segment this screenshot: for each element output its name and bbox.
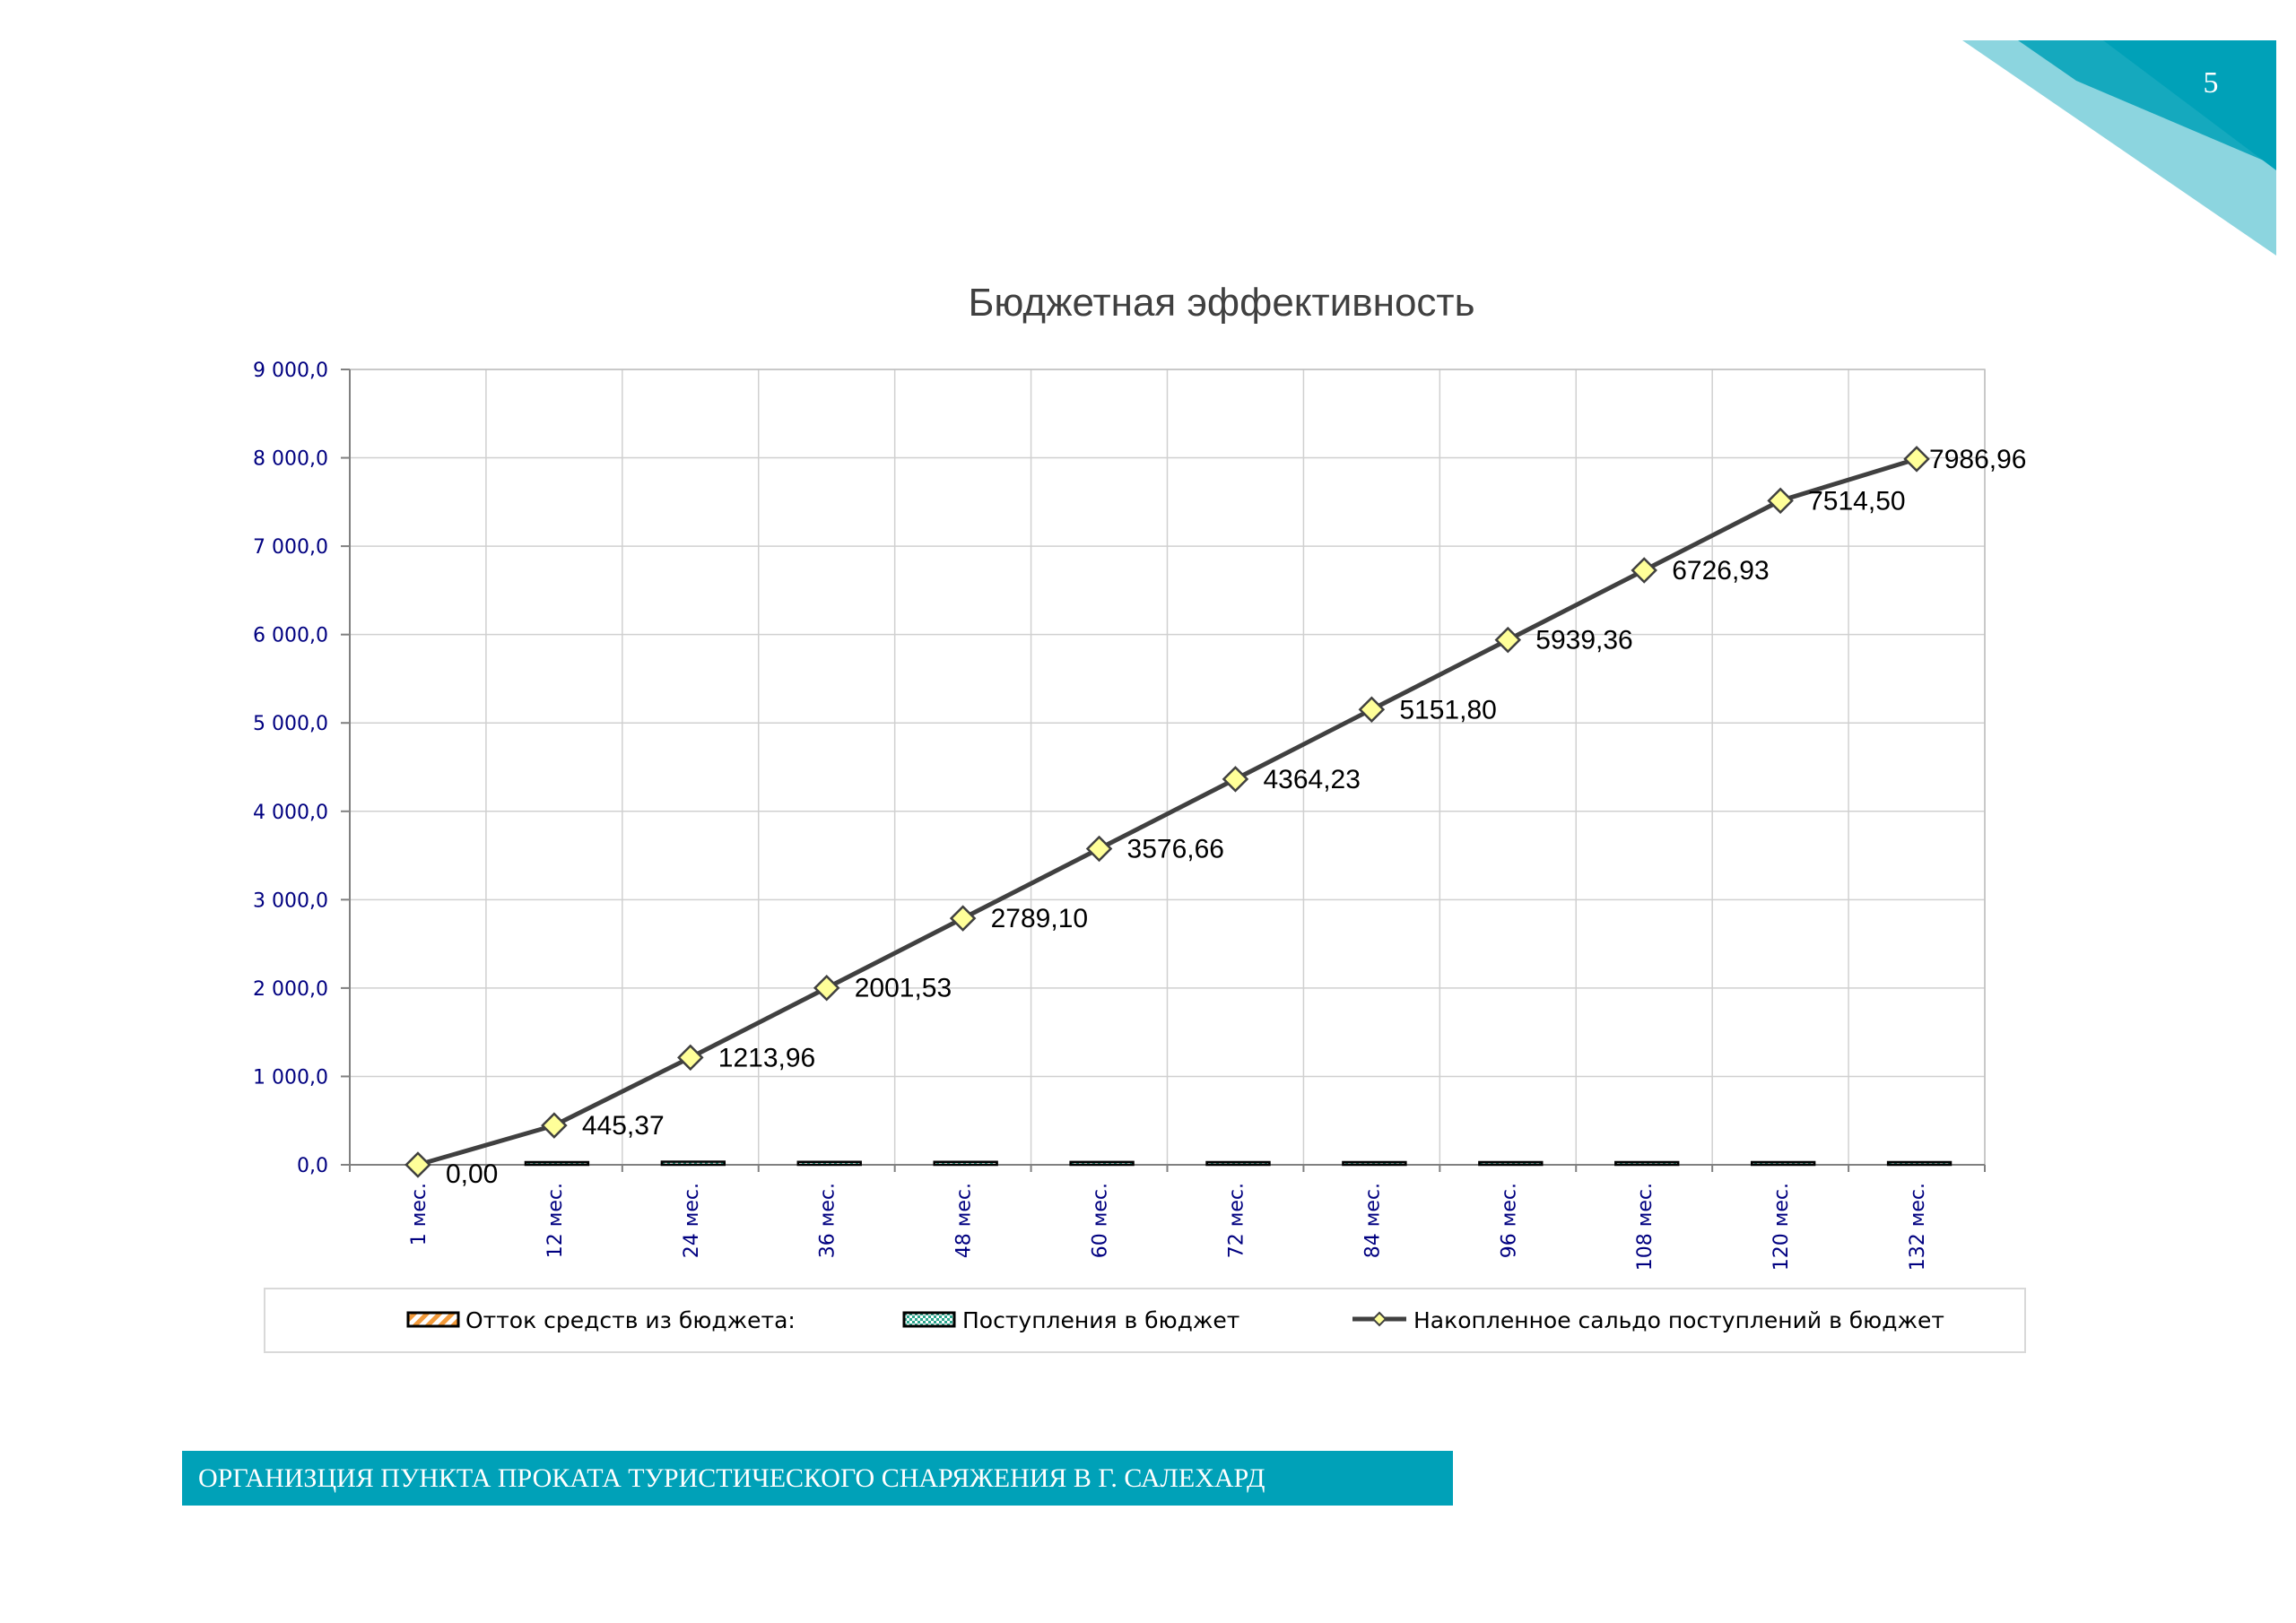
- legend-swatch-outflow: [406, 1311, 460, 1328]
- balance-data-label: 6726,93: [1672, 556, 1769, 586]
- balance-marker: [404, 1151, 431, 1178]
- y-tick-label: 3 000,0: [253, 890, 328, 912]
- legend: Отток средств из бюджета: Поступления в …: [264, 1288, 2026, 1353]
- y-tick-label: 6 000,0: [253, 625, 328, 647]
- x-tick-label: 132 мес.: [1907, 1183, 1929, 1271]
- balance-marker: [1631, 557, 1657, 584]
- y-tick-label: 5 000,0: [253, 713, 328, 735]
- balance-marker: [677, 1044, 704, 1072]
- legend-box: [264, 1288, 2026, 1353]
- x-tick-label: 84 мес.: [1361, 1183, 1384, 1258]
- inflow-bar: [1205, 1160, 1271, 1167]
- y-tick-label: 2 000,0: [253, 978, 328, 1001]
- inflow-bar: [1750, 1160, 1816, 1167]
- inflow-bar: [796, 1160, 862, 1167]
- y-tick-label: 4 000,0: [253, 802, 328, 824]
- balance-marker: [1222, 766, 1249, 793]
- legend-label-outflow: Отток средств из бюджета:: [465, 1307, 796, 1333]
- inflow-bar: [1886, 1160, 1952, 1167]
- inflow-bar: [1069, 1160, 1135, 1167]
- bar-series: [524, 1160, 1952, 1167]
- legend-label-inflow: Поступления в бюджет: [962, 1307, 1239, 1333]
- page-number: 5: [2203, 66, 2219, 100]
- balance-data-label: 3576,66: [1127, 835, 1224, 864]
- balance-marker: [1767, 487, 1794, 515]
- balance-marker: [541, 1112, 568, 1139]
- legend-swatch-inflow: [902, 1311, 956, 1328]
- x-tick-label: 60 мес.: [1090, 1183, 1112, 1258]
- corner-decoration: [1962, 40, 2276, 256]
- corner-triangle-solid: [2103, 40, 2276, 170]
- x-tick-label: 24 мес.: [681, 1183, 703, 1258]
- inflow-bar: [524, 1160, 590, 1167]
- balance-data-label: 5151,80: [1399, 695, 1496, 725]
- balance-data-label: 0,00: [446, 1159, 498, 1189]
- footer-banner: ОРГАНИЗЦИЯ ПУНКТА ПРОКАТА ТУРИСТИЧЕСКОГО…: [182, 1451, 1453, 1506]
- legend-label-balance: Накопленное сальдо поступлений в бюджет: [1413, 1307, 1944, 1333]
- inflow-bar: [933, 1160, 998, 1167]
- x-tick-label: 12 мес.: [544, 1183, 567, 1258]
- x-tick-label: 108 мес.: [1634, 1183, 1657, 1271]
- line-series: [404, 446, 1930, 1178]
- y-tick-label: 9 000,0: [253, 360, 328, 382]
- y-tick-label: 1 000,0: [253, 1066, 328, 1089]
- data-labels: 0,00 445,37 1213,96 2001,53 2789,10 3576,66 43…: [446, 445, 2027, 1189]
- y-tick-label: 8 000,0: [253, 448, 328, 471]
- y-tick-label: 0,0: [297, 1155, 328, 1177]
- balance-marker: [949, 905, 977, 932]
- balance-marker: [1903, 446, 1930, 473]
- y-tick-label: 7 000,0: [253, 536, 328, 559]
- balance-marker: [1358, 696, 1386, 724]
- legend-swatch-balance-marker: [1371, 1311, 1387, 1327]
- balance-data-label: 2001,53: [855, 974, 952, 1003]
- balance-line: [417, 456, 1918, 1167]
- axes: 0,0 1 000,0 2 000,0 3 000,0 4 000,0 5 000,0 6 …: [253, 360, 1986, 1271]
- x-tick-label: 48 мес.: [953, 1183, 976, 1258]
- balance-data-label: 4364,23: [1263, 765, 1360, 794]
- inflow-bar: [1478, 1160, 1544, 1167]
- inflow-bar: [1614, 1160, 1680, 1167]
- inflow-bar: [660, 1160, 726, 1167]
- balance-data-label: 1213,96: [718, 1043, 815, 1072]
- inflow-bar: [1342, 1160, 1407, 1167]
- balance-marker: [1085, 835, 1113, 863]
- balance-data-label: 7986,96: [1929, 445, 2026, 474]
- x-tick-label: 120 мес.: [1770, 1183, 1793, 1271]
- balance-data-label: 2789,10: [991, 904, 1088, 933]
- x-tick-label: 1 мес.: [408, 1183, 430, 1245]
- x-tick-label: 72 мес.: [1225, 1183, 1248, 1258]
- grid: [349, 369, 1986, 1166]
- balance-data-label: 445,37: [582, 1111, 665, 1141]
- balance-marker: [813, 974, 840, 1002]
- balance-data-label: 7514,50: [1808, 486, 1905, 516]
- balance-data-label: 5939,36: [1535, 626, 1632, 655]
- budget-chart: Бюджетная эффективность 0,0 1 000,0 2 000,…: [253, 281, 2027, 1353]
- chart-title: Бюджетная эффективность: [968, 281, 1474, 325]
- x-tick-label: 96 мес.: [1498, 1183, 1520, 1258]
- balance-marker: [1494, 626, 1522, 654]
- x-tick-label: 36 мес.: [817, 1183, 839, 1258]
